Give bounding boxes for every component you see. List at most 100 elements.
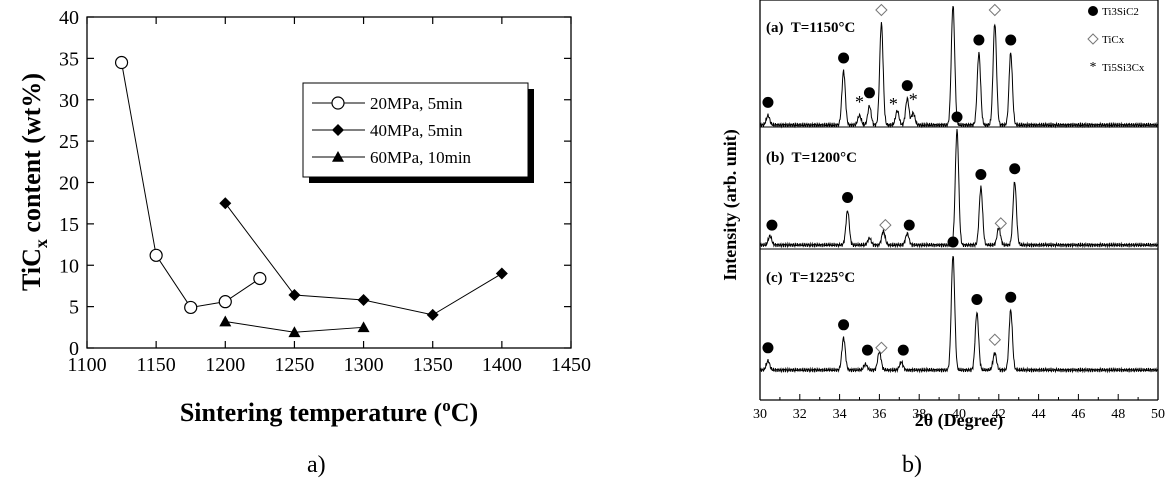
chart-b-peak-marker bbox=[875, 341, 888, 354]
chart-a-x-tick-label: 1400 bbox=[482, 354, 522, 376]
chart-b-y-axis-title: Intensity (arb. unit) bbox=[720, 129, 741, 281]
chart-a-data-point bbox=[357, 321, 370, 333]
chart-b-ticks: 30 32 34 36 38 40 42 44 46 48 50 bbox=[753, 394, 1165, 422]
chart-b-peak-marker bbox=[988, 3, 1002, 17]
chart-b-legend-label: TiCx bbox=[1102, 34, 1125, 46]
chart-b-legend-label: Ti3SiC2 bbox=[1102, 6, 1139, 18]
chart-a-series-line bbox=[121, 62, 261, 308]
chart-b-peak-marker: * bbox=[909, 89, 918, 109]
chart-a-data-point bbox=[114, 55, 129, 70]
chart-a-series-2 bbox=[219, 197, 508, 321]
chart-b-peak-marker bbox=[988, 333, 1002, 346]
chart-b-peak-marker bbox=[762, 96, 774, 108]
chart-b-trace-1 bbox=[759, 5, 1159, 129]
chart-a-x-tick-label: 1150 bbox=[137, 354, 176, 376]
chart-a-ticks: 1100 1150 1200 1250 1300 1350 1400 1450 0 5 10 15 20… bbox=[59, 7, 591, 376]
chart-b-legend: Ti3SiC2 TiCx * Ti5Si3Cx bbox=[1087, 6, 1145, 74]
chart-b-peak-marker bbox=[861, 344, 873, 356]
chart-a-x-tick-label: 1250 bbox=[274, 354, 314, 376]
chart-a-legend-label: 40MPa, 5min bbox=[370, 121, 463, 140]
chart-b-peak-marker bbox=[947, 236, 959, 248]
chart-b-peak-marker bbox=[901, 80, 913, 92]
chart-a-xlabel-superscript: o bbox=[442, 396, 451, 415]
chart-b-plot-area: 30 32 34 36 38 40 42 44 46 48 50 * * * bbox=[753, 0, 1165, 422]
chart-b-x-tick-label: 34 bbox=[833, 407, 847, 422]
chart-a-y-tick-label: 15 bbox=[59, 214, 79, 236]
chart-a-xlabel-part2: C) bbox=[451, 398, 478, 427]
chart-b-xrd-patterns: Intensity (arb. unit) 30 32 34 36 38 40 42 44 46… bbox=[720, 0, 1165, 430]
chart-a-y-tick-label: 0 bbox=[69, 338, 79, 360]
chart-b-peak-marker bbox=[875, 3, 888, 17]
chart-b-trace-3 bbox=[759, 255, 1159, 374]
chart-b-peak-marker bbox=[838, 319, 850, 331]
chart-a-ylabel-subscript: x bbox=[31, 239, 51, 248]
chart-a-series-layer bbox=[114, 55, 508, 338]
chart-b-legend-marker bbox=[1088, 6, 1098, 16]
chart-b-x-tick-label: 36 bbox=[872, 407, 886, 422]
chart-a-y-axis-title: TiCx content (wt%) bbox=[17, 73, 51, 291]
chart-a-data-point bbox=[253, 271, 267, 286]
chart-a-legend-marker bbox=[332, 124, 344, 136]
chart-a-y-tick-label: 35 bbox=[59, 48, 79, 70]
chart-b-peak-marker bbox=[973, 34, 985, 46]
chart-b-peak-marker bbox=[879, 218, 892, 232]
chart-a-data-point bbox=[218, 295, 232, 309]
chart-b-traces bbox=[759, 5, 1159, 374]
chart-a-legend: 20MPa, 5min 40MPa, 5min 60MPa, 10min bbox=[302, 82, 534, 183]
chart-b-peak-marker: * bbox=[855, 92, 864, 112]
chart-b-panel-label-c: (c) T=1225°C bbox=[766, 270, 855, 286]
chart-b-peak-marker bbox=[838, 52, 850, 64]
chart-a-y-tick-label: 10 bbox=[59, 255, 79, 277]
chart-a-series-3 bbox=[219, 315, 370, 338]
chart-b-legend-marker bbox=[1087, 33, 1099, 45]
chart-a-y-tick-label: 20 bbox=[59, 173, 79, 195]
chart-a-plot-area: 1100 1150 1200 1250 1300 1350 1400 1450 0 5 10 15 20… bbox=[59, 7, 591, 376]
chart-b-legend-marker: * bbox=[1090, 59, 1097, 74]
chart-a-data-point bbox=[219, 197, 232, 210]
chart-b-x-tick-label: 50 bbox=[1151, 407, 1165, 422]
chart-a-data-point bbox=[288, 326, 301, 338]
chart-a-data-point bbox=[288, 289, 301, 302]
chart-b-peak-marker bbox=[766, 219, 778, 231]
svg-text:TiCx content (wt%): TiCx content (wt%) bbox=[17, 73, 51, 291]
chart-a-y-tick-label: 25 bbox=[59, 131, 79, 153]
chart-a-y-tick-label: 30 bbox=[59, 90, 79, 112]
chart-b-peak-marker: * bbox=[889, 94, 898, 114]
chart-b-x-tick-label: 42 bbox=[992, 407, 1006, 422]
chart-a-x-tick-label: 1450 bbox=[551, 354, 591, 376]
chart-a-data-point bbox=[426, 308, 439, 321]
chart-b-x-tick-label: 48 bbox=[1111, 407, 1125, 422]
chart-a-legend-marker bbox=[332, 151, 344, 162]
chart-b-peak-marker bbox=[897, 344, 909, 356]
chart-a-legend-entries: 20MPa, 5min 40MPa, 5min 60MPa, 10min bbox=[312, 94, 472, 167]
chart-a-x-tick-label: 1200 bbox=[205, 354, 245, 376]
chart-a-data-point bbox=[149, 248, 163, 262]
chart-b-peak-marker bbox=[971, 294, 983, 305]
chart-a-legend-marker bbox=[331, 96, 345, 110]
chart-a-ticx-content: 1100 1150 1200 1250 1300 1350 1400 1450 0 5 10 15 20… bbox=[17, 7, 591, 427]
chart-b-peak-marker bbox=[903, 219, 915, 231]
chart-a-ylabel-part2: content (wt%) bbox=[17, 73, 46, 239]
chart-b-trace-2 bbox=[759, 128, 1159, 249]
chart-a-data-point bbox=[357, 294, 370, 307]
chart-b-x-tick-label: 32 bbox=[793, 407, 807, 422]
chart-b-peak-marker bbox=[863, 87, 875, 99]
chart-a-y-tick-label: 40 bbox=[59, 7, 79, 29]
chart-a-data-point bbox=[219, 315, 232, 327]
chart-a-legend-label: 60MPa, 10min bbox=[370, 148, 472, 167]
chart-a-legend-label: 20MPa, 5min bbox=[370, 94, 463, 113]
chart-b-x-tick-label: 38 bbox=[912, 407, 926, 422]
chart-a-data-point bbox=[184, 300, 198, 315]
chart-a-x-tick-label: 1100 bbox=[67, 354, 106, 376]
chart-b-peak-marker bbox=[1005, 291, 1017, 303]
chart-b-peak-marker bbox=[975, 169, 987, 180]
chart-b-x-tick-label: 46 bbox=[1071, 407, 1085, 422]
chart-b-panel-label-a: (a) T=1150°C bbox=[766, 20, 855, 36]
chart-a-x-tick-label: 1300 bbox=[344, 354, 384, 376]
chart-a-ylabel-part1: TiC bbox=[17, 248, 46, 291]
chart-b-x-tick-label: 40 bbox=[952, 407, 966, 422]
chart-b-legend-label: Ti5Si3Cx bbox=[1102, 62, 1145, 74]
chart-b-peak-marker bbox=[1009, 163, 1021, 175]
chart-b-peak-marker bbox=[994, 217, 1007, 230]
chart-b-peak-marker bbox=[951, 111, 963, 123]
